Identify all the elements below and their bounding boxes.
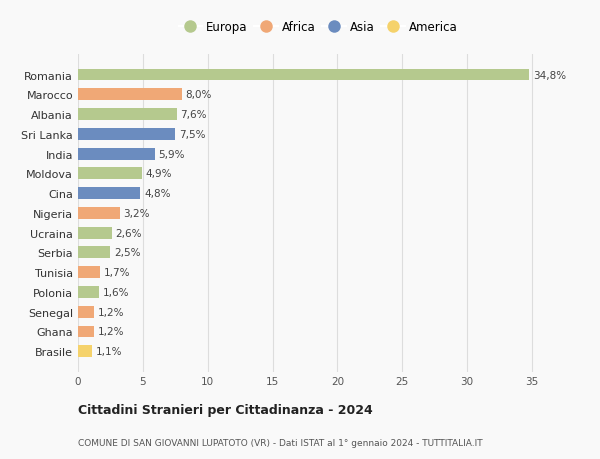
Bar [78, 247, 110, 259]
Text: 2,6%: 2,6% [116, 228, 142, 238]
Bar [78, 109, 176, 121]
Bar [78, 227, 112, 239]
Bar [78, 326, 94, 338]
Bar [78, 188, 140, 200]
Bar [78, 267, 100, 279]
Bar [78, 148, 155, 160]
Text: COMUNE DI SAN GIOVANNI LUPATOTO (VR) - Dati ISTAT al 1° gennaio 2024 - TUTTITALI: COMUNE DI SAN GIOVANNI LUPATOTO (VR) - D… [78, 438, 482, 447]
Bar [78, 168, 142, 180]
Text: 8,0%: 8,0% [185, 90, 212, 100]
Text: Cittadini Stranieri per Cittadinanza - 2024: Cittadini Stranieri per Cittadinanza - 2… [78, 403, 373, 416]
Bar [78, 306, 94, 318]
Bar [78, 207, 119, 219]
Bar [78, 286, 99, 298]
Text: 1,2%: 1,2% [97, 307, 124, 317]
Text: 4,8%: 4,8% [144, 189, 170, 199]
Text: 7,5%: 7,5% [179, 129, 206, 140]
Text: 7,6%: 7,6% [181, 110, 207, 120]
Bar [78, 346, 92, 358]
Bar [78, 69, 529, 81]
Text: 4,9%: 4,9% [145, 169, 172, 179]
Text: 34,8%: 34,8% [533, 70, 566, 80]
Legend: Europa, Africa, Asia, America: Europa, Africa, Asia, America [174, 17, 462, 39]
Text: 1,2%: 1,2% [97, 327, 124, 337]
Text: 5,9%: 5,9% [158, 149, 185, 159]
Text: 1,6%: 1,6% [103, 287, 129, 297]
Text: 1,1%: 1,1% [96, 347, 122, 357]
Bar [78, 129, 175, 140]
Bar [78, 89, 182, 101]
Text: 2,5%: 2,5% [115, 248, 141, 258]
Text: 1,7%: 1,7% [104, 268, 130, 278]
Text: 3,2%: 3,2% [124, 208, 150, 218]
